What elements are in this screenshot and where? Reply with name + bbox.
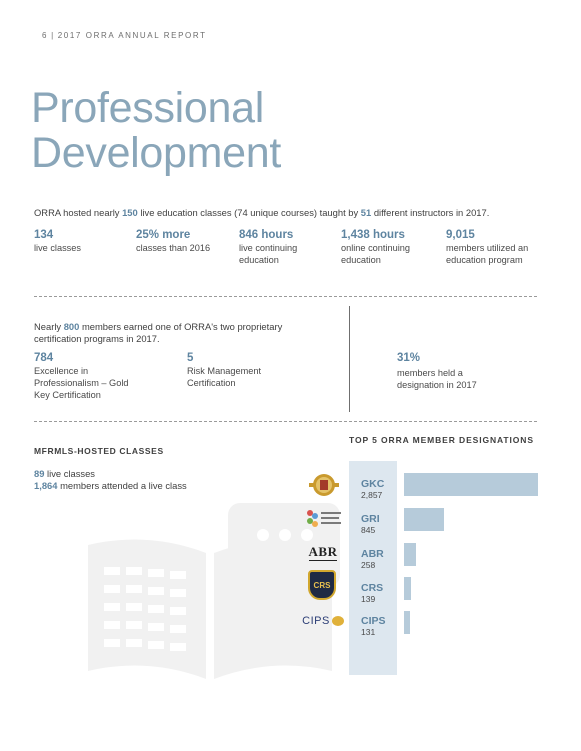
intro-text: different instructors in 2017. [371,207,490,218]
stat-label: online continuing education [341,243,410,265]
cert-intro-text: Nearly [34,321,64,332]
title-line-2: Development [31,129,282,177]
stat-value: 846 hours [239,229,294,241]
designation-item: CRS 139 [361,582,383,605]
designation-count: 2,857 [361,490,383,500]
gold-key-seal-icon [306,472,342,498]
stat-live-classes: 134 live classes [34,229,122,254]
designation-bar [404,611,410,634]
stat-gold-key: 784 Excellence in Professionalism – Gold… [34,352,144,401]
mfrmls-line-text: live classes [44,468,95,479]
stat-label: Risk Management Certification [187,366,262,388]
stat-label: live continuing education [239,243,298,265]
globe-icon [331,616,344,626]
stat-value: 5 [187,352,194,364]
members-certified-count: 800 [63,321,80,332]
stat-live-hours: 846 hours live continuing education [239,229,319,266]
designation-count: 131 [361,627,376,637]
intro-paragraph: ORRA hosted nearly 150 live education cl… [34,207,489,218]
designation-item: ABR 258 [361,548,384,571]
stat-label: members utilized an education program [446,243,529,265]
cert-intro-text: members earned one of ORRA's two proprie… [34,321,283,344]
designation-item: GKC 2,857 [361,478,384,501]
stat-label: classes than 2016 [136,243,211,253]
designation-column [349,461,397,675]
designation-count: 258 [361,560,376,570]
classes-count: 150 [122,207,138,218]
crs-shield-icon: CRS [308,570,336,600]
stat-label: Excellence in Professionalism – Gold Key… [34,366,129,400]
stat-designation-share: 31% members held a designation in 2017 [397,352,507,391]
stat-risk-management: 5 Risk Management Certification [187,352,282,389]
designation-code: CIPS [361,615,386,627]
designation-bar [404,577,411,600]
designation-code: GKC [361,478,385,490]
intro-text: ORRA hosted nearly [34,207,123,218]
designation-count: 139 [361,594,376,604]
intro-text: live education classes (74 unique course… [137,207,361,218]
mfrmls-classes-count: 89 [34,468,45,479]
designation-code: GRI [361,513,380,525]
mfrmls-line: 1,864 members attended a live class [34,480,187,492]
instructors-count: 51 [360,207,372,218]
title-line-1: Professional [31,84,265,132]
designation-bar [404,543,416,566]
designation-count: 845 [361,525,376,535]
stat-value: 25% more [136,229,191,241]
crs-logo-text: CRS [313,580,331,590]
page-header: 6 | 2017 ORRA ANNUAL REPORT [42,31,207,40]
report-title: 2017 ORRA ANNUAL REPORT [57,31,207,40]
page-title: Professional Development [31,86,281,176]
stat-value: 1,438 hours [341,229,405,241]
stat-label: members held a designation in 2017 [397,368,477,390]
stat-value: 784 [34,352,54,364]
mfrmls-members-count: 1,864 [34,480,58,491]
stat-online-hours: 1,438 hours online continuing education [341,229,426,266]
stat-value: 31% [397,352,421,364]
gri-logo-icon [304,507,344,529]
cips-logo-icon: CIPS [300,610,346,632]
mfrmls-title: MFRMLS-HOSTED CLASSES [34,446,164,456]
stat-classes-growth: 25% more classes than 2016 [136,229,214,254]
stat-value: 134 [34,229,54,241]
top5-title: TOP 5 ORRA MEMBER DESIGNATIONS [349,435,534,445]
abr-logo-icon: ABR [302,542,344,562]
designation-bar [404,508,444,531]
stat-members-utilized: 9,015 members utilized an education prog… [446,229,546,266]
section-divider [34,296,537,297]
designation-item: GRI 845 [361,513,380,536]
stat-value: 9,015 [446,229,475,241]
designation-code: CRS [361,582,384,594]
mfrmls-line: 89 live classes [34,468,187,480]
designation-bar [404,473,538,496]
stat-label: live classes [34,243,81,253]
mfrmls-line-text: members attended a live class [57,480,187,491]
header-separator: | [51,31,55,40]
designation-item: CIPS 131 [361,615,386,638]
book-illustration-icon [88,503,340,679]
section-divider [34,421,537,422]
page-number: 6 [42,31,49,40]
column-divider [349,306,350,412]
certification-intro: Nearly 800 members earned one of ORRA's … [34,321,324,345]
abr-logo-text: ABR [308,543,338,561]
cips-logo-text: CIPS [302,615,330,627]
designation-code: ABR [361,548,384,560]
mfrmls-stats: 89 live classes 1,864 members attended a… [34,468,187,492]
